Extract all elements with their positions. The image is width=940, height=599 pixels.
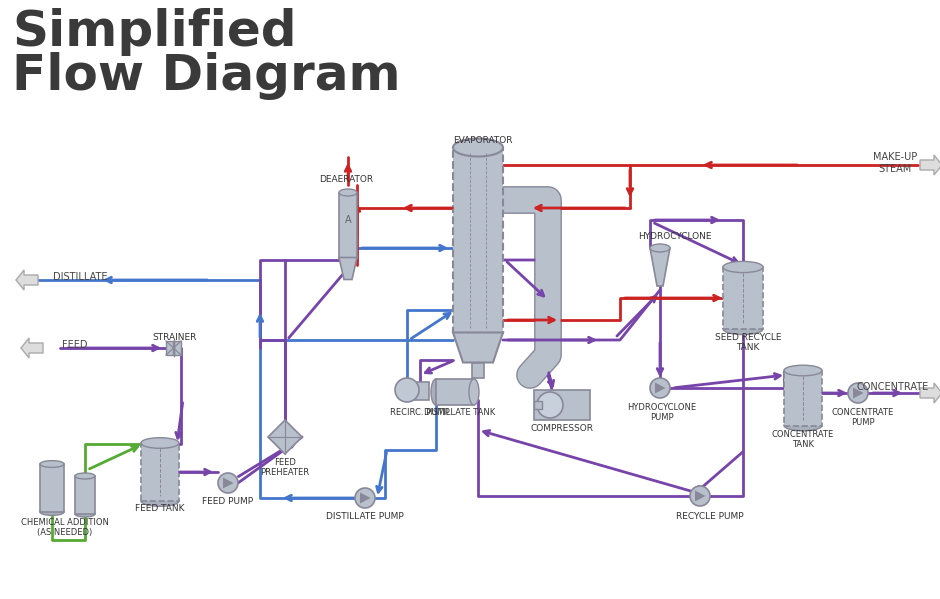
Ellipse shape xyxy=(75,511,95,517)
Ellipse shape xyxy=(784,365,822,376)
Polygon shape xyxy=(650,248,670,286)
Ellipse shape xyxy=(431,379,441,405)
Polygon shape xyxy=(360,492,370,504)
Circle shape xyxy=(650,378,670,398)
Text: FEED: FEED xyxy=(62,340,87,350)
Ellipse shape xyxy=(723,261,763,273)
Ellipse shape xyxy=(650,244,670,252)
Ellipse shape xyxy=(40,461,64,467)
Text: CONCENTRATE
TANK: CONCENTRATE TANK xyxy=(772,430,834,449)
Ellipse shape xyxy=(40,509,64,515)
Circle shape xyxy=(537,392,563,418)
Text: FEED PUMP: FEED PUMP xyxy=(202,497,254,506)
Polygon shape xyxy=(21,338,43,358)
Text: DEAERATOR: DEAERATOR xyxy=(319,175,373,184)
Polygon shape xyxy=(268,420,302,454)
Text: COMPRESSOR: COMPRESSOR xyxy=(530,424,593,433)
Ellipse shape xyxy=(723,323,763,335)
Text: DISTILLATE PUMP: DISTILLATE PUMP xyxy=(326,512,404,521)
Polygon shape xyxy=(655,383,666,394)
Bar xyxy=(339,192,357,258)
Circle shape xyxy=(395,378,419,402)
Bar xyxy=(453,147,503,332)
Text: A: A xyxy=(345,215,352,225)
Text: MAKE-UP
STEAM: MAKE-UP STEAM xyxy=(873,152,917,174)
Bar xyxy=(436,379,474,405)
Circle shape xyxy=(690,486,710,506)
Text: FEED TANK: FEED TANK xyxy=(135,504,185,513)
Text: Flow Diagram: Flow Diagram xyxy=(12,52,400,100)
Polygon shape xyxy=(920,383,940,403)
Text: STRAINER: STRAINER xyxy=(153,333,197,342)
Bar xyxy=(472,362,484,377)
Text: RECIRC. PUMP: RECIRC. PUMP xyxy=(390,408,450,417)
Text: SEED RECYCLE
TANK: SEED RECYCLE TANK xyxy=(714,333,781,352)
Text: HYDROCYCLONE
PUMP: HYDROCYCLONE PUMP xyxy=(627,403,697,422)
Bar xyxy=(166,341,173,355)
Text: DISTILLATE: DISTILLATE xyxy=(53,272,107,282)
Ellipse shape xyxy=(339,189,357,196)
Ellipse shape xyxy=(75,473,95,479)
Polygon shape xyxy=(453,332,503,362)
Polygon shape xyxy=(223,477,233,489)
Polygon shape xyxy=(695,491,706,501)
Ellipse shape xyxy=(141,438,179,448)
Polygon shape xyxy=(339,258,357,280)
Text: DISTILLATE TANK: DISTILLATE TANK xyxy=(424,408,495,417)
Bar xyxy=(534,390,590,420)
Ellipse shape xyxy=(141,496,179,506)
Text: FEED
PREHEATER: FEED PREHEATER xyxy=(260,458,309,477)
Circle shape xyxy=(218,473,238,493)
Bar xyxy=(141,443,179,501)
Text: CONCENTRATE: CONCENTRATE xyxy=(857,382,929,392)
Text: EVAPORATOR: EVAPORATOR xyxy=(453,136,512,145)
Bar xyxy=(784,371,822,425)
Text: CONCENTRATE
PUMP: CONCENTRATE PUMP xyxy=(832,408,894,428)
Bar xyxy=(407,382,429,400)
Ellipse shape xyxy=(784,420,822,431)
Text: RECYCLE PUMP: RECYCLE PUMP xyxy=(676,512,744,521)
Bar xyxy=(40,464,64,512)
Circle shape xyxy=(355,488,375,508)
Ellipse shape xyxy=(453,138,503,156)
Text: CHEMICAL ADDITION
(AS NEEDED): CHEMICAL ADDITION (AS NEEDED) xyxy=(21,518,109,537)
Bar xyxy=(174,341,181,355)
Polygon shape xyxy=(920,155,940,175)
Circle shape xyxy=(848,383,868,403)
Bar xyxy=(75,476,95,514)
Bar xyxy=(534,401,542,409)
Polygon shape xyxy=(16,270,38,290)
Polygon shape xyxy=(853,388,864,398)
Text: HYDROCYCLONE: HYDROCYCLONE xyxy=(638,232,712,241)
Ellipse shape xyxy=(469,379,479,405)
Text: Simplified: Simplified xyxy=(12,8,297,56)
Bar xyxy=(723,267,763,329)
